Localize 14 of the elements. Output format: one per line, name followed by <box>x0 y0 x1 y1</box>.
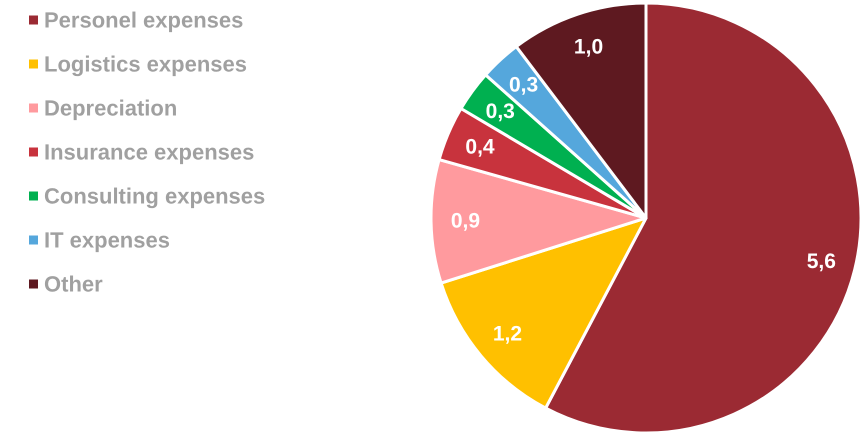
data-label: 1,2 <box>492 322 522 346</box>
legend-label: Depreciation <box>44 96 178 120</box>
legend-label: Insurance expenses <box>44 140 254 164</box>
legend-label: Personel expenses <box>44 8 244 32</box>
legend-label: Logistics expenses <box>44 52 247 76</box>
data-label: 1,0 <box>574 35 604 58</box>
data-label: 5,6 <box>806 250 836 273</box>
data-label: 0,3 <box>508 74 538 97</box>
legend-label: IT expenses <box>44 228 170 252</box>
legend-label: Consulting expenses <box>44 184 266 208</box>
legend-label: Other <box>44 272 104 296</box>
data-label: 0,4 <box>465 135 495 158</box>
data-label: 0,3 <box>486 100 515 123</box>
data-label: 0,9 <box>450 209 480 232</box>
